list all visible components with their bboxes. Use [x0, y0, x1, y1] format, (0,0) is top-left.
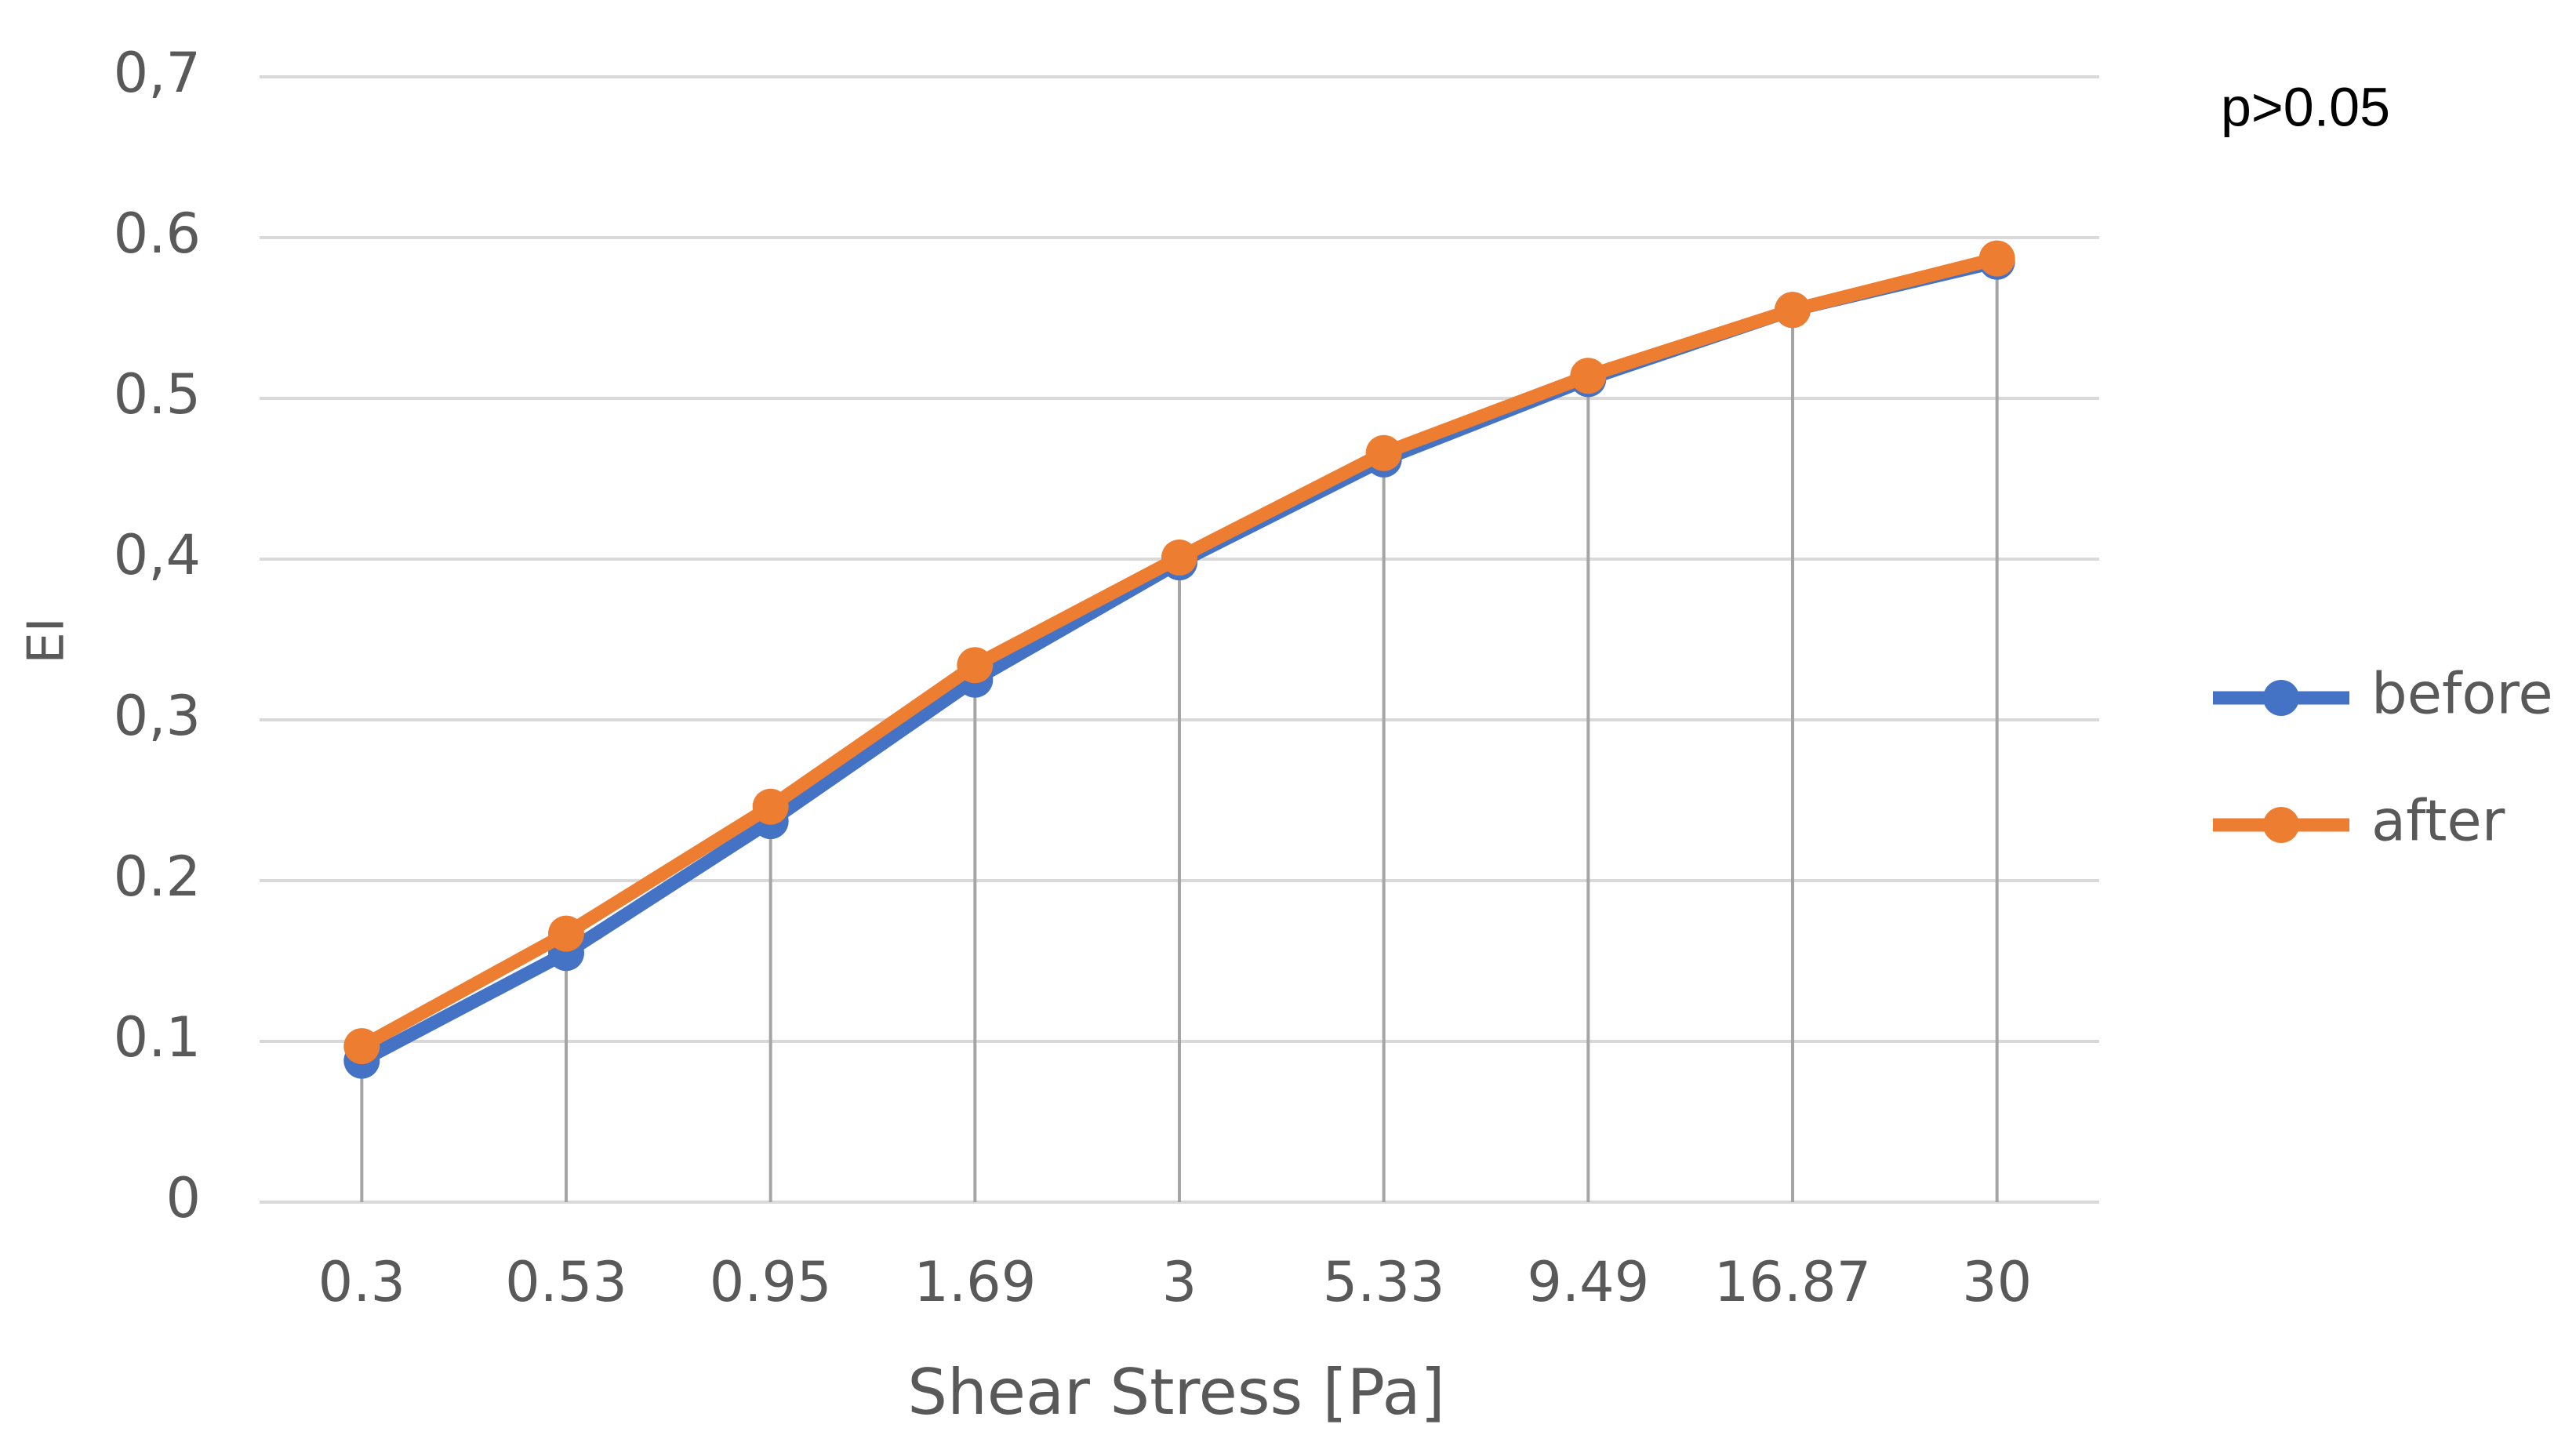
y-tick-label: 0,3	[114, 684, 201, 748]
x-tick-label: 30	[1962, 1250, 2032, 1314]
marker	[1775, 292, 1811, 329]
x-tick-label: 1.69	[914, 1250, 1036, 1314]
x-tick-label: 0.3	[318, 1250, 405, 1314]
marker	[1365, 434, 1402, 471]
y-tick-label: 0.1	[114, 1005, 201, 1070]
legend-label: after	[2371, 788, 2505, 854]
x-tick-label: 3	[1162, 1250, 1197, 1314]
legend-marker	[2263, 807, 2299, 843]
marker	[1570, 358, 1607, 394]
y-tick-label: 0.5	[114, 362, 201, 427]
x-axis-label: Shear Stress [Pa]	[907, 1356, 1444, 1429]
legend-label: before	[2371, 661, 2553, 727]
marker	[548, 915, 584, 952]
y-tick-label: 0.6	[114, 202, 201, 266]
legend-marker	[2263, 680, 2299, 716]
marker	[343, 1028, 380, 1065]
x-tick-label: 5.33	[1323, 1250, 1445, 1314]
x-tick-label: 16.87	[1714, 1250, 1871, 1314]
y-tick-label: 0,4	[114, 523, 201, 587]
annotation: p>0.05	[2221, 76, 2390, 137]
y-axis-label: EI	[18, 617, 76, 663]
x-tick-label: 9.49	[1527, 1250, 1649, 1314]
x-tick-label: 0.53	[505, 1250, 627, 1314]
y-tick-label: 0,7	[114, 41, 201, 105]
y-tick-label: 0.2	[114, 845, 201, 909]
marker	[1161, 539, 1197, 576]
marker	[1978, 240, 2015, 277]
x-tick-label: 0.95	[710, 1250, 832, 1314]
marker	[957, 647, 994, 684]
marker	[752, 788, 789, 825]
y-tick-label: 0	[165, 1166, 201, 1230]
